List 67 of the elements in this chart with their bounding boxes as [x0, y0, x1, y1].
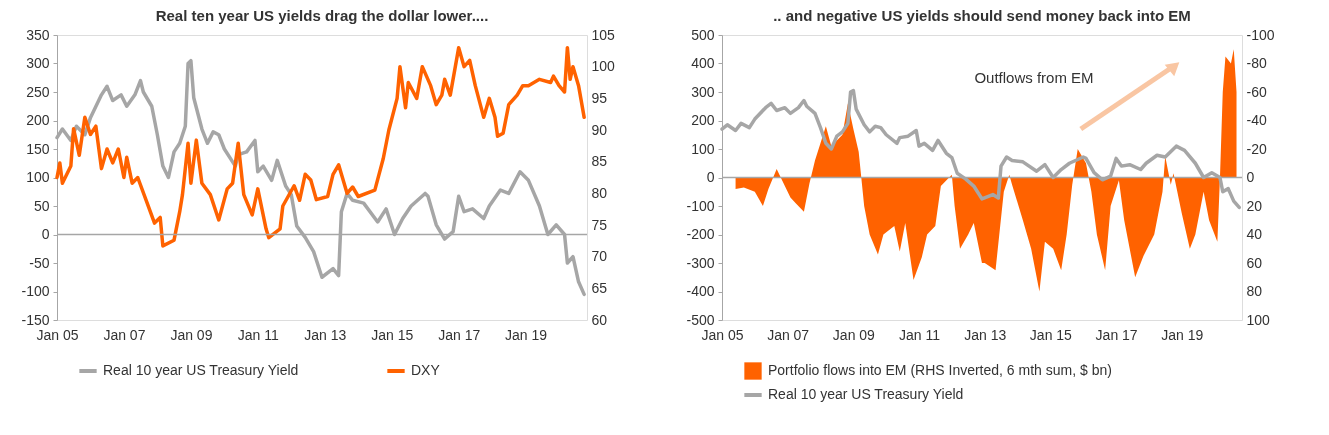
x-tick-label: Jan 09	[170, 326, 213, 343]
x-tick-label: Jan 15	[1029, 326, 1073, 343]
x-tick-label: Jan 17	[1095, 326, 1138, 343]
y-tick-label: -100	[686, 197, 715, 214]
y2-tick-label: 65	[591, 279, 608, 296]
chart-title: .. and negative US yields should send money back into EM	[773, 7, 1191, 24]
y2-tick-label: 80	[1246, 283, 1263, 299]
legend-label: Real 10 year US Treasury Yield	[103, 362, 299, 378]
y-tick-label: 50	[33, 197, 50, 214]
x-tick-label: Jan 19	[1161, 326, 1204, 343]
y-tick-label: -50	[29, 254, 50, 271]
y2-tick-label: 20	[1246, 197, 1263, 214]
y2-tick-label: 75	[591, 216, 608, 233]
y2-tick-label: -40	[1246, 112, 1267, 128]
y2-tick-label: 100	[1246, 311, 1271, 328]
y-tick-label: 0	[41, 226, 50, 242]
x-tick-label: Jan 11	[237, 326, 280, 343]
y2-tick-label: 70	[591, 248, 608, 265]
x-tick-label: Jan 07	[767, 326, 810, 343]
y2-tick-label: -100	[1246, 26, 1275, 43]
y2-tick-label: 40	[1246, 226, 1263, 242]
y-tick-label: 400	[691, 55, 715, 71]
y-tick-label: -100	[21, 283, 50, 299]
y2-tick-label: -80	[1246, 55, 1267, 71]
y-tick-label: 350	[26, 26, 50, 43]
y-tick-label: -150	[21, 311, 50, 328]
x-tick-label: Jan 05	[701, 326, 744, 343]
x-tick-label: Jan 05	[36, 326, 79, 343]
x-tick-label: Jan 09	[832, 326, 876, 343]
y-tick-label: 200	[691, 112, 715, 128]
y2-tick-label: -20	[1246, 140, 1267, 157]
y-tick-label: 0	[706, 169, 715, 185]
y-tick-label: 300	[26, 55, 50, 71]
x-tick-label: Jan 07	[103, 326, 146, 343]
y-tick-label: 100	[26, 169, 50, 185]
x-tick-label: Jan 19	[505, 326, 548, 343]
y-tick-label: 150	[26, 140, 50, 157]
legend-label: Portfolio flows into EM (RHS Inverted, 6 mth sum, $ bn)	[768, 362, 1112, 378]
x-tick-label: Jan 13	[304, 326, 347, 343]
line-series	[55, 45, 586, 248]
y2-tick-label: 60	[1246, 254, 1263, 271]
x-tick-label: Jan 13	[964, 326, 1007, 343]
y-tick-label: -200	[686, 226, 715, 242]
x-tick-label: Jan 15	[371, 326, 414, 343]
y-tick-label: -500	[686, 311, 715, 328]
y2-tick-label: 85	[591, 153, 608, 170]
legend-label: Real 10 year US Treasury Yield	[768, 386, 964, 402]
x-tick-label: Jan 17	[438, 326, 481, 343]
y2-tick-label: -60	[1246, 83, 1267, 100]
y2-tick-label: 90	[591, 121, 608, 138]
y-tick-label: 500	[691, 26, 715, 43]
y2-tick-label: 60	[591, 311, 608, 328]
y2-tick-label: 80	[591, 184, 608, 201]
y-tick-label: 300	[691, 83, 715, 100]
y2-tick-label: 0	[1246, 169, 1255, 185]
y-tick-label: 200	[26, 112, 50, 128]
y2-tick-label: 105	[591, 26, 616, 43]
y-tick-label: 250	[26, 83, 50, 100]
y2-tick-label: 100	[591, 58, 616, 75]
chart-title: Real ten year US yields drag the dollar lower....	[155, 7, 489, 24]
annotation: Outflows from EM	[974, 68, 1094, 86]
x-tick-label: Jan 11	[899, 326, 941, 343]
y-tick-label: -400	[686, 283, 715, 299]
y-tick-label: 100	[691, 140, 715, 157]
y2-tick-label: 95	[591, 89, 608, 106]
legend-label: DXY	[411, 362, 441, 378]
y-tick-label: -300	[686, 254, 715, 271]
